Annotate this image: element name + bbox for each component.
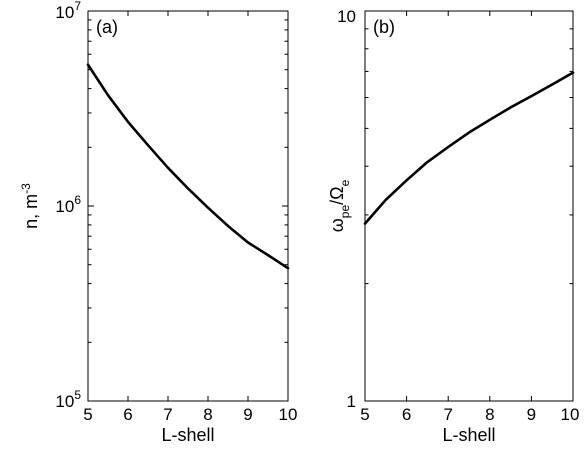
panel-a-y-axis-label-superscript: -3	[19, 183, 33, 194]
panel-b-x-tick-label: 9	[527, 405, 536, 424]
panel-a-y-axis-label-main: n, m	[21, 194, 41, 229]
panel-a-series-line	[86, 63, 290, 270]
panel-a-x-tick-label: 10	[279, 405, 298, 424]
panel-a-frame	[87, 10, 289, 402]
panel-a-y-tick-label: 107	[55, 0, 81, 22]
panel-b: (b) 5 6 7 8 9 10 1 10 L-shell ωpe/Ωe	[327, 7, 579, 445]
panel-a-x-tick-labels: 5 6 7 8 9 10	[83, 405, 297, 424]
panel-b-y-tick-label: 10	[337, 7, 356, 26]
panel-a: (a) 5 6 7 8 9 10 105 106 107 L-shell n, …	[19, 0, 297, 445]
panel-b-x-tick-label: 8	[485, 405, 494, 424]
panel-b-frame	[364, 10, 574, 402]
panel-b-y-tick-labels: 1 10	[337, 7, 356, 411]
panel-a-marks	[86, 10, 290, 402]
panel-a-y-tick-base: 10	[55, 392, 74, 411]
panel-b-y-axis-label-sep: /Ω	[327, 186, 347, 204]
panel-a-y-tick-exp: 7	[74, 0, 81, 13]
panel-a-y-tick-exp: 6	[74, 193, 81, 207]
panel-a-x-tick-label: 8	[203, 405, 212, 424]
panel-b-x-tick-label: 10	[561, 405, 580, 424]
panel-b-x-tick-label: 6	[402, 405, 411, 424]
panel-a-y-tick-labels: 105 106 107	[55, 0, 81, 411]
panel-b-marks	[363, 10, 575, 402]
panel-b-y-axis-label-omega: ω	[327, 218, 347, 232]
panel-b-series-line	[363, 71, 575, 225]
panel-b-x-tick-label: 7	[443, 405, 452, 424]
panel-b-y-tick-label: 1	[347, 392, 356, 411]
panel-b-y-axis-label-omega-sub: pe	[338, 205, 352, 219]
panel-b-y-axis-label: ωpe/Ωe	[327, 179, 352, 232]
panel-a-x-tick-label: 9	[243, 405, 252, 424]
panel-a-y-tick-label: 106	[55, 193, 81, 216]
panel-a-y-axis-label: n, m-3	[19, 183, 41, 229]
panel-b-x-tick-labels: 5 6 7 8 9 10	[360, 405, 579, 424]
panel-a-y-tick-base: 10	[55, 197, 74, 216]
panel-b-x-tick-label: 5	[360, 405, 369, 424]
panel-a-x-axis-label: L-shell	[161, 425, 214, 445]
panel-a-y-tick-label: 105	[55, 388, 81, 411]
panel-b-label: (b)	[373, 17, 395, 37]
panel-a-x-tick-label: 6	[123, 405, 132, 424]
panel-a-x-tick-label: 5	[83, 405, 92, 424]
panel-b-x-axis-label: L-shell	[442, 425, 495, 445]
panel-a-y-tick-exp: 5	[74, 388, 81, 402]
panel-b-y-axis-label-sep-sub: e	[338, 179, 352, 186]
panel-a-x-tick-label: 7	[163, 405, 172, 424]
panel-a-label: (a)	[96, 17, 118, 37]
panel-a-y-tick-base: 10	[55, 3, 74, 22]
